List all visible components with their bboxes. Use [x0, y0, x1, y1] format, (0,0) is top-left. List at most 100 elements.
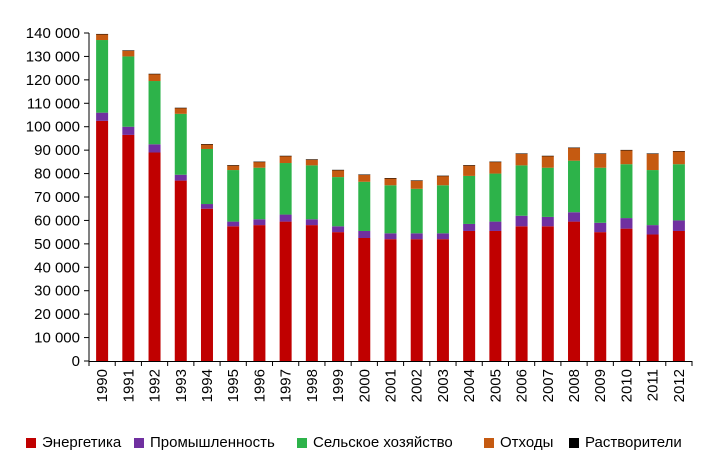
x-tick-label: 1998	[304, 369, 321, 402]
legend-swatch	[484, 437, 494, 448]
bar-segment-1999-series-3	[332, 170, 345, 178]
bar-segment-1999-series-2	[332, 177, 345, 227]
x-tick-label: 2009	[592, 369, 609, 402]
bar-segment-2002-series-0	[410, 239, 423, 361]
bar-segment-2004-series-4	[463, 165, 476, 166]
bar-segment-2001-series-0	[384, 239, 397, 361]
bar-segment-1999-series-1	[332, 226, 345, 233]
bar-segment-1990-series-2	[96, 40, 109, 113]
bar-segment-1991-series-2	[122, 56, 135, 127]
bar-segment-2007-series-1	[541, 216, 554, 227]
bars-layer	[96, 33, 685, 361]
bar-segment-1997-series-3	[279, 156, 292, 164]
bar-segment-2000-series-2	[358, 181, 371, 231]
legend-label: Сельское хозяйство	[313, 434, 453, 451]
legend-swatch	[134, 437, 144, 448]
bar-segment-2005-series-4	[489, 161, 502, 163]
x-tick-label: 1997	[278, 369, 295, 402]
x-tick-label: 1999	[330, 369, 347, 402]
bar-segment-1992-series-4	[148, 73, 161, 75]
bar-segment-2004-series-1	[463, 223, 476, 231]
y-tick-label: 40 000	[34, 259, 80, 276]
bar-segment-2004-series-3	[463, 165, 476, 176]
bar-segment-1992-series-1	[148, 144, 161, 153]
stacked-bar-chart: 0 10 000 20 000 30 000 40 000 50 000 60 000 70 …	[26, 25, 693, 402]
bar-segment-1994-series-2	[200, 148, 213, 205]
bar-segment-1994-series-3	[200, 144, 213, 149]
y-tick-label: 100 000	[26, 119, 80, 136]
x-tick-label: 2011	[645, 369, 662, 401]
bar-segment-2001-series-3	[384, 178, 397, 186]
bar-segment-2011-series-1	[646, 225, 659, 235]
y-tick-label: 90 000	[34, 142, 80, 159]
bar-segment-1990-series-3	[96, 34, 109, 41]
bar-segment-1994-series-0	[200, 208, 213, 361]
bar-segment-2007-series-0	[541, 226, 554, 361]
bar-segment-2001-series-2	[384, 185, 397, 234]
bar-segment-1997-series-1	[279, 214, 292, 222]
bar-segment-2008-series-2	[568, 160, 581, 213]
x-tick-label: 1994	[199, 369, 216, 402]
bar-segment-2011-series-3	[646, 153, 659, 171]
bar-segment-2007-series-4	[541, 155, 554, 157]
bar-segment-1999-series-4	[332, 169, 345, 171]
bar-segment-2005-series-3	[489, 161, 502, 174]
x-tick-label: 2005	[487, 369, 504, 402]
bar-segment-2012-series-4	[672, 151, 685, 152]
bar-segment-1996-series-0	[253, 225, 266, 361]
bar-segment-1992-series-0	[148, 152, 161, 361]
y-tick-label: 20 000	[34, 306, 80, 323]
x-tick-label: 2007	[540, 369, 557, 402]
bar-segment-2004-series-2	[463, 175, 476, 224]
bar-segment-2003-series-2	[436, 185, 449, 234]
bar-segment-2000-series-4	[358, 174, 371, 176]
bar-segment-1997-series-4	[279, 155, 292, 157]
x-tick-label: 2000	[356, 369, 373, 402]
bar-segment-2010-series-2	[620, 164, 633, 219]
x-tick-label: 1992	[147, 369, 164, 402]
bar-segment-2002-series-2	[410, 188, 423, 234]
bar-segment-2001-series-1	[384, 233, 397, 240]
axes: 0 10 000 20 000 30 000 40 000 50 000 60 000 70 …	[26, 25, 693, 402]
y-tick-label: 80 000	[34, 166, 80, 183]
bar-segment-1992-series-2	[148, 81, 161, 145]
bar-segment-1993-series-0	[174, 180, 187, 361]
bar-segment-1997-series-0	[279, 221, 292, 361]
y-tick-label: 10 000	[34, 330, 80, 347]
y-tick-label: 60 000	[34, 212, 80, 229]
bar-segment-2010-series-1	[620, 218, 633, 229]
bar-segment-2003-series-0	[436, 239, 449, 361]
bar-segment-2009-series-4	[594, 153, 607, 154]
bar-segment-2003-series-3	[436, 175, 449, 186]
bar-segment-2008-series-4	[568, 147, 581, 149]
bar-segment-2005-series-1	[489, 221, 502, 231]
bar-segment-1992-series-3	[148, 74, 161, 82]
x-tick-label: 2010	[618, 369, 635, 402]
legend-swatch	[26, 437, 36, 448]
bar-segment-2006-series-2	[515, 165, 528, 216]
bar-segment-2009-series-0	[594, 232, 607, 361]
bar-segment-2009-series-2	[594, 167, 607, 223]
bar-segment-2011-series-0	[646, 234, 659, 361]
bar-segment-2003-series-1	[436, 233, 449, 240]
bar-segment-2008-series-1	[568, 212, 581, 222]
bar-segment-1996-series-1	[253, 219, 266, 226]
bar-segment-1995-series-0	[227, 226, 240, 361]
y-tick-label: 30 000	[34, 283, 80, 300]
y-tick-label: 50 000	[34, 236, 80, 253]
bar-segment-1994-series-1	[200, 204, 213, 209]
bar-segment-1993-series-2	[174, 113, 187, 175]
bar-segment-2002-series-4	[410, 180, 423, 181]
bar-segment-1997-series-2	[279, 163, 292, 215]
x-tick-label: 2003	[435, 369, 452, 402]
bar-segment-1995-series-4	[227, 165, 240, 166]
bar-segment-1998-series-1	[305, 219, 318, 226]
legend-label: Промышленность	[150, 434, 275, 451]
bar-segment-1991-series-4	[122, 50, 135, 51]
bar-segment-2009-series-3	[594, 153, 607, 168]
bar-segment-2007-series-3	[541, 156, 554, 168]
legend-label: Растворители	[585, 434, 682, 451]
legend-swatch	[297, 437, 307, 448]
bar-segment-1995-series-3	[227, 165, 240, 171]
